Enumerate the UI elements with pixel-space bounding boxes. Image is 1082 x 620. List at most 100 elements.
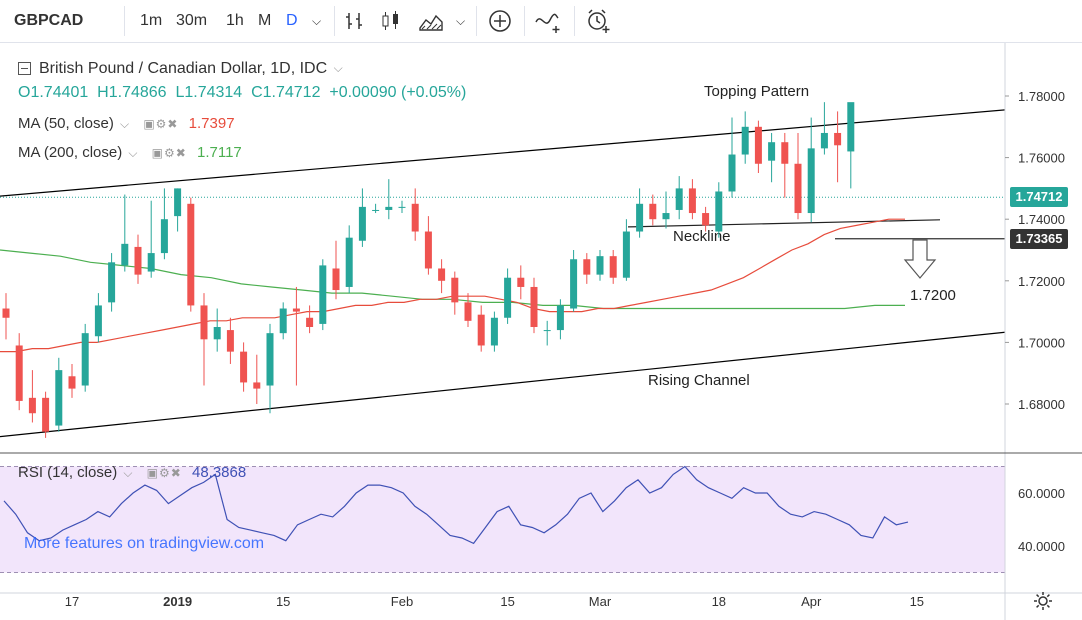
candle-body[interactable] [240, 351, 248, 383]
candle-body[interactable] [253, 382, 261, 389]
interval-m[interactable]: M [258, 12, 272, 29]
rsi-dropdown-icon[interactable]: ⌵ [123, 465, 133, 480]
candle-body[interactable] [15, 345, 23, 401]
interval-dropdown-icon[interactable]: ⌵ [312, 14, 322, 28]
candle-body[interactable] [279, 308, 287, 334]
candle-body[interactable] [319, 265, 327, 324]
candle-body[interactable] [490, 317, 498, 346]
y-tick-label: 1.74000 [1018, 212, 1065, 227]
candle-body[interactable] [609, 256, 617, 278]
candle-body[interactable] [385, 206, 393, 210]
candle-body[interactable] [94, 305, 102, 337]
candle-body[interactable] [134, 246, 142, 275]
candle-body[interactable] [556, 305, 564, 331]
candle-body[interactable] [530, 286, 538, 327]
candle-body[interactable] [200, 305, 208, 340]
candle-body[interactable] [768, 142, 776, 161]
candle-body[interactable] [649, 203, 657, 220]
x-tick-label: Feb [391, 594, 413, 609]
candle-body[interactable] [424, 231, 432, 269]
divider [334, 6, 335, 36]
candle-body[interactable] [345, 237, 353, 287]
candle-body[interactable] [81, 333, 89, 386]
interval-d[interactable]: D [286, 12, 298, 29]
rsi-settings-icons[interactable]: ▣⚙✖ [146, 466, 182, 481]
rsi-pane[interactable] [0, 465, 1005, 573]
candle-body[interactable] [174, 188, 182, 217]
rsi-y-tick-label: 60.0000 [1018, 486, 1065, 501]
candle-body[interactable] [187, 203, 195, 306]
candle-body[interactable] [438, 268, 446, 281]
candle-body[interactable] [583, 259, 591, 275]
add-indicator-icon[interactable] [488, 9, 512, 33]
candle-body[interactable] [411, 203, 419, 232]
candle-body[interactable] [741, 126, 749, 155]
candle-body[interactable] [543, 330, 551, 332]
settings-gear-icon[interactable] [1032, 590, 1054, 612]
candle-body[interactable] [147, 253, 155, 272]
alert-icon[interactable] [584, 7, 612, 35]
indicators-icon[interactable] [534, 8, 564, 34]
interval-30m[interactable]: 30m [176, 12, 208, 29]
ma200-dropdown-icon[interactable]: ⌵ [128, 145, 138, 160]
candle-body[interactable] [266, 333, 274, 386]
candle-body[interactable] [807, 148, 815, 214]
y-tick-label: 1.70000 [1018, 335, 1065, 350]
candle-body[interactable] [834, 132, 842, 146]
candle-body[interactable] [358, 206, 366, 241]
legend-dropdown-icon[interactable]: ⌵ [333, 61, 343, 76]
area-chart-icon[interactable] [418, 10, 444, 32]
candle-body[interactable] [68, 376, 76, 389]
candle-body[interactable] [213, 327, 221, 340]
candle-body[interactable] [781, 142, 789, 164]
candle-body[interactable] [622, 231, 630, 278]
symbol-search[interactable]: GBPCAD [14, 12, 84, 29]
candle-body[interactable] [42, 397, 50, 432]
x-tick-label: 15 [500, 594, 514, 609]
candle-body[interactable] [2, 308, 10, 318]
annotation-label: Neckline [673, 228, 731, 245]
candle-body[interactable] [292, 308, 300, 312]
candle-body[interactable] [596, 256, 604, 275]
bars-chart-icon[interactable] [344, 10, 366, 32]
interval-1m[interactable]: 1m [140, 12, 163, 29]
candle-body[interactable] [464, 302, 472, 321]
candle-body[interactable] [160, 219, 168, 254]
ma200-settings-icons[interactable]: ▣⚙✖ [151, 146, 187, 161]
candle-body[interactable] [688, 188, 696, 214]
candle-body[interactable] [675, 188, 683, 210]
y-tick-label: 1.72000 [1018, 274, 1065, 289]
ma50-settings-icons[interactable]: ▣⚙✖ [143, 117, 179, 132]
candle-body[interactable] [662, 213, 670, 220]
interval-1h[interactable]: 1h [226, 12, 244, 29]
candle-body[interactable] [636, 203, 644, 232]
candles-chart-icon[interactable] [380, 10, 402, 32]
candle-body[interactable] [332, 268, 340, 291]
candle-body[interactable] [108, 262, 116, 303]
collapse-icon[interactable] [18, 62, 31, 76]
chart-area[interactable]: Topping Pattern Neckline 1.7200 Rising Chan… [0, 43, 1082, 620]
candle-body[interactable] [570, 259, 578, 309]
candle-body[interactable] [794, 163, 802, 214]
candle-body[interactable] [754, 126, 762, 164]
candle-body[interactable] [820, 132, 828, 149]
tradingview-watermark[interactable]: More features on tradingview.com [24, 535, 265, 552]
candle-body[interactable] [121, 243, 129, 266]
candle-body[interactable] [226, 330, 234, 352]
candle-body[interactable] [728, 154, 736, 192]
ma50-dropdown-icon[interactable]: ⌵ [120, 116, 130, 131]
rsi-y-tick-label: 40.0000 [1018, 539, 1065, 554]
candle-body[interactable] [451, 277, 459, 303]
candle-body[interactable] [517, 277, 525, 287]
candle-body[interactable] [715, 191, 723, 232]
candle-body[interactable] [55, 370, 63, 426]
candle-body[interactable] [306, 317, 314, 327]
candle-body[interactable] [372, 209, 380, 211]
candle-body[interactable] [702, 213, 710, 226]
chart-type-dropdown-icon[interactable]: ⌵ [456, 14, 466, 28]
candle-body[interactable] [398, 206, 406, 208]
candle-body[interactable] [847, 102, 855, 152]
candle-body[interactable] [28, 397, 36, 414]
candle-body[interactable] [477, 314, 485, 346]
candle-body[interactable] [504, 277, 512, 318]
